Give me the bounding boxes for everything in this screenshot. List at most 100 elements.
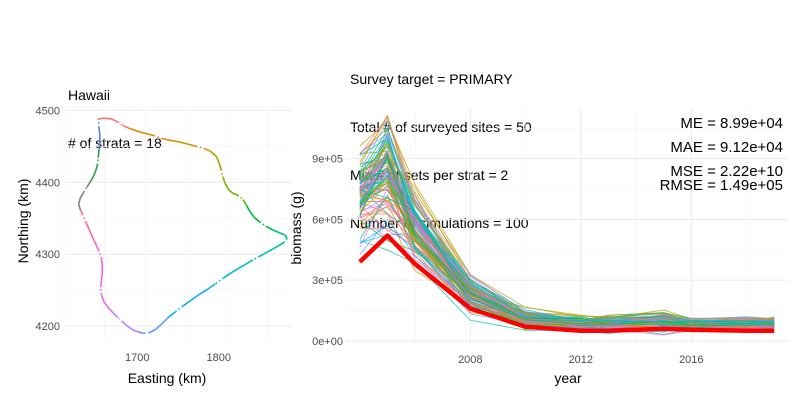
simulation-series-line bbox=[359, 220, 775, 329]
coast-stratum-segment bbox=[85, 222, 90, 231]
coast-stratum-segment bbox=[82, 186, 88, 193]
coast-stratum-segment bbox=[86, 181, 91, 188]
coast-stratum-segment bbox=[236, 194, 244, 201]
coast-stratum-segment bbox=[258, 221, 267, 227]
coast-stratum-segment bbox=[91, 236, 97, 245]
map-y-tick-label: 4400 bbox=[36, 177, 60, 189]
coast-stratum-segment bbox=[195, 145, 205, 150]
map-y-tick-label: 4500 bbox=[36, 105, 60, 117]
coast-stratum-segment bbox=[99, 287, 103, 295]
coast-stratum-segment bbox=[249, 210, 255, 218]
coast-stratum-segment bbox=[203, 147, 211, 153]
map-x-ticks: 1700 1800 bbox=[125, 352, 231, 364]
simulation-series-line bbox=[359, 170, 775, 327]
coast-stratum-segment bbox=[272, 229, 280, 234]
coast-stratum-segment bbox=[171, 139, 180, 143]
stat-mse: MSE = 2.22e+10 bbox=[670, 163, 783, 180]
map-y-axis-title: Northing (km) bbox=[15, 179, 31, 264]
coast-stratum-segment bbox=[278, 241, 286, 247]
map-x-axis-title: Easting (km) bbox=[128, 370, 207, 386]
true-biomass-line bbox=[358, 233, 775, 334]
simulation-series-line bbox=[359, 126, 775, 323]
coast-stratum-segment bbox=[284, 237, 288, 243]
map-title: Hawaii # of strata = 18 bbox=[68, 55, 162, 167]
coast-stratum-segment bbox=[153, 134, 162, 140]
coast-stratum-segment bbox=[79, 209, 84, 216]
coast-stratum-segment bbox=[278, 231, 285, 236]
coast-stratum-segment bbox=[265, 225, 273, 231]
coast-stratum-segment bbox=[272, 244, 280, 250]
coast-stratum-segment bbox=[100, 258, 104, 266]
coast-stratum-segment bbox=[81, 215, 87, 223]
coast-stratum-segment bbox=[96, 157, 99, 166]
coast-stratum-segment bbox=[98, 117, 105, 120]
simulation-y-tick-label: 6e+05 bbox=[312, 214, 343, 226]
stat-rmse: RMSE = 1.49e+05 bbox=[660, 177, 783, 194]
coast-stratum-segment bbox=[95, 243, 100, 252]
map-coastline bbox=[77, 117, 288, 335]
coast-stratum-segment bbox=[145, 132, 154, 137]
coast-stratum-segment bbox=[179, 141, 188, 145]
coast-stratum-segment bbox=[222, 176, 226, 184]
coast-stratum-segment bbox=[245, 259, 254, 265]
coast-stratum-segment bbox=[127, 325, 133, 331]
simulation-series-line bbox=[359, 156, 775, 325]
simulation-y-ticks: 0e+00 3e+05 6e+05 9e+05 bbox=[312, 154, 343, 348]
coast-stratum-segment bbox=[104, 117, 112, 120]
simulation-x-tick-label: 2012 bbox=[569, 354, 593, 366]
coast-stratum-segment bbox=[77, 203, 82, 210]
coast-stratum-segment bbox=[100, 294, 105, 302]
coast-stratum-segment bbox=[77, 197, 82, 205]
simulation-y-tick-label: 3e+05 bbox=[312, 275, 343, 287]
coast-stratum-segment bbox=[284, 234, 288, 239]
coast-stratum-segment bbox=[110, 118, 119, 123]
map-title-line-1: Hawaii bbox=[68, 87, 111, 103]
map-panel: 4200 4300 4400 4500 1700 1800 Easting (km) N… bbox=[15, 105, 292, 386]
coast-stratum-segment bbox=[206, 283, 216, 291]
simulation-series-line bbox=[359, 176, 775, 328]
simulation-x-axis-title: year bbox=[554, 370, 582, 386]
coast-stratum-segment bbox=[149, 329, 156, 334]
stat-me: ME = 8.99e+04 bbox=[680, 115, 783, 132]
coast-stratum-segment bbox=[107, 306, 114, 314]
coast-stratum-segment bbox=[98, 251, 103, 259]
coast-stratum-segment bbox=[187, 143, 197, 148]
coast-stratum-segment bbox=[167, 311, 177, 319]
coast-stratum-segment bbox=[103, 301, 109, 308]
simulation-x-tick-label: 2016 bbox=[679, 354, 703, 366]
coast-stratum-segment bbox=[117, 121, 124, 127]
coast-stratum-segment bbox=[215, 156, 220, 163]
map-y-tick-label: 4200 bbox=[36, 321, 60, 333]
coast-stratum-segment bbox=[198, 288, 208, 296]
map-y-tick-label: 4300 bbox=[36, 249, 60, 261]
coast-stratum-segment bbox=[97, 118, 100, 128]
simulation-title-line-2: Total # of surveyed sites = 50 bbox=[350, 119, 532, 135]
coast-stratum-segment bbox=[112, 311, 119, 319]
coast-stratum-segment bbox=[214, 277, 225, 285]
coast-stratum-segment bbox=[92, 170, 97, 177]
coast-stratum-segment bbox=[94, 164, 99, 171]
simulation-y-axis-title: biomass (g) bbox=[288, 191, 304, 264]
coast-stratum-segment bbox=[223, 272, 232, 279]
coast-stratum-segment bbox=[161, 137, 172, 142]
coast-stratum-segment bbox=[122, 321, 129, 327]
coast-stratum-segment bbox=[128, 127, 138, 132]
coast-stratum-segment bbox=[154, 323, 163, 331]
coast-stratum-segment bbox=[137, 130, 146, 135]
coast-stratum-segment bbox=[88, 229, 94, 238]
coast-stratum-segment bbox=[117, 316, 124, 323]
simulation-series-line bbox=[359, 170, 775, 328]
coast-stratum-segment bbox=[217, 161, 222, 170]
coast-stratum-segment bbox=[98, 127, 101, 135]
map-x-tick-label: 1700 bbox=[125, 352, 149, 364]
coast-stratum-segment bbox=[232, 192, 238, 196]
simulation-series-line bbox=[359, 189, 775, 329]
simulation-y-tick-label: 9e+05 bbox=[312, 154, 343, 166]
coast-stratum-segment bbox=[143, 331, 150, 335]
coast-stratum-segment bbox=[227, 188, 234, 194]
coast-stratum-segment bbox=[99, 280, 103, 288]
map-x-tick-label: 1800 bbox=[206, 352, 230, 364]
coast-stratum-segment bbox=[100, 272, 104, 281]
simulation-series-line bbox=[359, 179, 775, 327]
coast-stratum-segment bbox=[224, 183, 230, 190]
